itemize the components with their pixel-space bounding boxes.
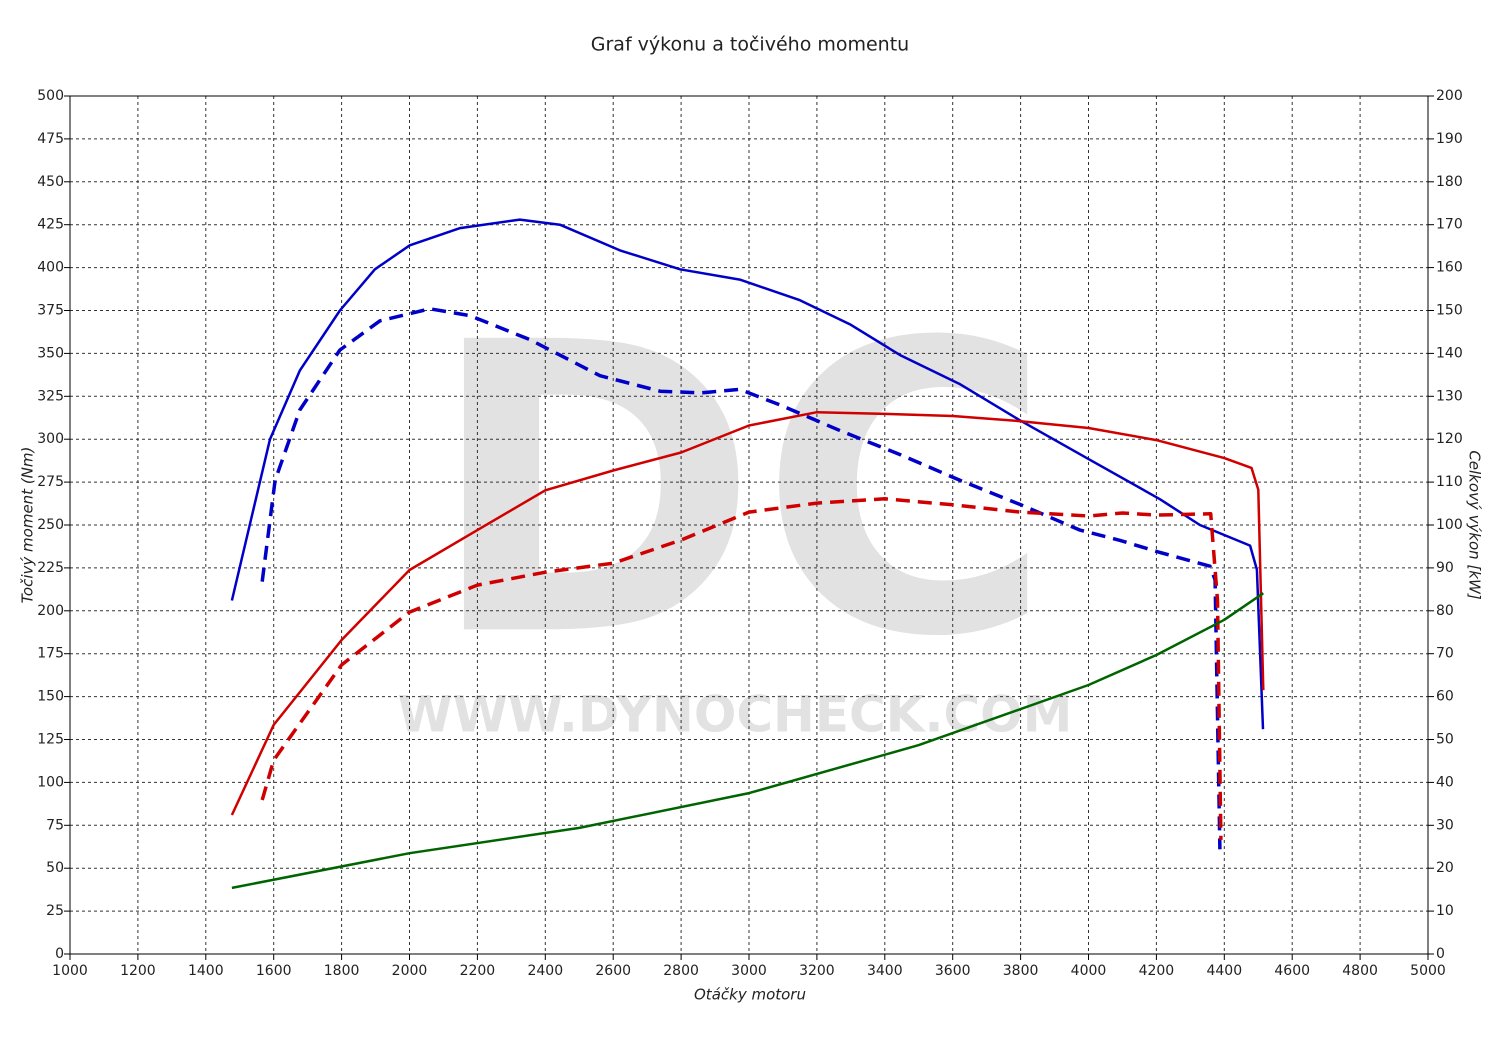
- x-tick-label: 1200: [120, 963, 156, 979]
- y2-tick-label: 180: [1436, 174, 1463, 190]
- x-tick-label: 2600: [595, 963, 631, 979]
- x-tick-label: 5000: [1410, 963, 1446, 979]
- y-tick-label: 100: [37, 774, 64, 790]
- y-tick-label: 175: [37, 646, 64, 662]
- x-tick-label: 1600: [256, 963, 292, 979]
- x-tick-label: 4000: [1071, 963, 1107, 979]
- y2-tick-label: 130: [1436, 388, 1463, 404]
- y-tick-label: 200: [37, 603, 64, 619]
- y2-tick-label: 50: [1436, 732, 1454, 748]
- y2-tick-label: 190: [1436, 131, 1463, 147]
- y2-tick-label: 120: [1436, 431, 1463, 447]
- y2-axis-label: Celkový výkon [kW]: [1466, 450, 1484, 600]
- plot-frame: [69, 95, 1429, 955]
- x-tick-label: 2400: [527, 963, 563, 979]
- y-tick-label: 50: [46, 860, 64, 876]
- y-axis-label: Točivý moment (Nm): [19, 447, 37, 604]
- y2-tick-label: 20: [1436, 860, 1454, 876]
- y2-tick-label: 110: [1436, 474, 1463, 490]
- x-tick-label: 3800: [1003, 963, 1039, 979]
- watermark-url: WWW.DYNOCHECK.COM: [398, 686, 1073, 744]
- y-tick-label: 300: [37, 431, 64, 447]
- y-tick-label: 25: [46, 903, 64, 919]
- x-tick-label: 4600: [1274, 963, 1310, 979]
- y2-tick-label: 70: [1436, 646, 1454, 662]
- x-tick-label: 4200: [1139, 963, 1175, 979]
- y2-tick-label: 160: [1436, 260, 1463, 276]
- y-tick-label: 75: [46, 817, 64, 833]
- y2-tick-label: 150: [1436, 303, 1463, 319]
- series-line: [231, 592, 1265, 890]
- y-tick-label: 475: [37, 131, 64, 147]
- y2-tick-label: 90: [1436, 560, 1454, 576]
- y-tick-label: 375: [37, 303, 64, 319]
- y-tick-label: 350: [37, 345, 64, 361]
- x-tick-label: 3600: [935, 963, 971, 979]
- y2-tick-label: 200: [1436, 88, 1463, 104]
- y2-tick-label: 40: [1436, 774, 1454, 790]
- x-tick-label: 3200: [799, 963, 835, 979]
- x-tick-label: 4400: [1206, 963, 1242, 979]
- x-tick-label: 1800: [324, 963, 360, 979]
- y-tick-label: 125: [37, 732, 64, 748]
- series-line: [230, 218, 1265, 730]
- x-tick-label: 3000: [731, 963, 767, 979]
- y2-tick-label: 140: [1436, 345, 1463, 361]
- chart-title: Graf výkonu a točivého momentu: [591, 34, 909, 56]
- y-tick-label: 400: [37, 260, 64, 276]
- x-tick-label: 2800: [663, 963, 699, 979]
- watermark: DC: [427, 259, 1053, 724]
- y2-tick-label: 170: [1436, 217, 1463, 233]
- y-tick-label: 250: [37, 517, 64, 533]
- y2-tick-label: 60: [1436, 689, 1454, 705]
- y-tick-label: 275: [37, 474, 64, 490]
- y-tick-label: 0: [55, 946, 64, 962]
- y2-tick-label: 0: [1436, 946, 1445, 962]
- y-tick-label: 500: [37, 88, 64, 104]
- y-tick-label: 325: [37, 388, 64, 404]
- series-line: [230, 410, 1265, 816]
- y-tick-label: 450: [37, 174, 64, 190]
- x-tick-label: 2000: [392, 963, 428, 979]
- series-line: [260, 497, 1223, 840]
- x-tick-label: 2200: [460, 963, 496, 979]
- y-tick-label: 225: [37, 560, 64, 576]
- x-tick-label: 4800: [1342, 963, 1378, 979]
- y-tick-label: 425: [37, 217, 64, 233]
- y2-tick-label: 30: [1436, 817, 1454, 833]
- x-tick-label: 1400: [188, 963, 224, 979]
- y2-tick-label: 80: [1436, 603, 1454, 619]
- x-tick-label: 3400: [867, 963, 903, 979]
- y2-tick-label: 100: [1436, 517, 1463, 533]
- y-tick-label: 150: [37, 689, 64, 705]
- x-axis-label: Otáčky motoru: [694, 986, 806, 1004]
- y2-tick-label: 10: [1436, 903, 1454, 919]
- x-tick-label: 1000: [52, 963, 88, 979]
